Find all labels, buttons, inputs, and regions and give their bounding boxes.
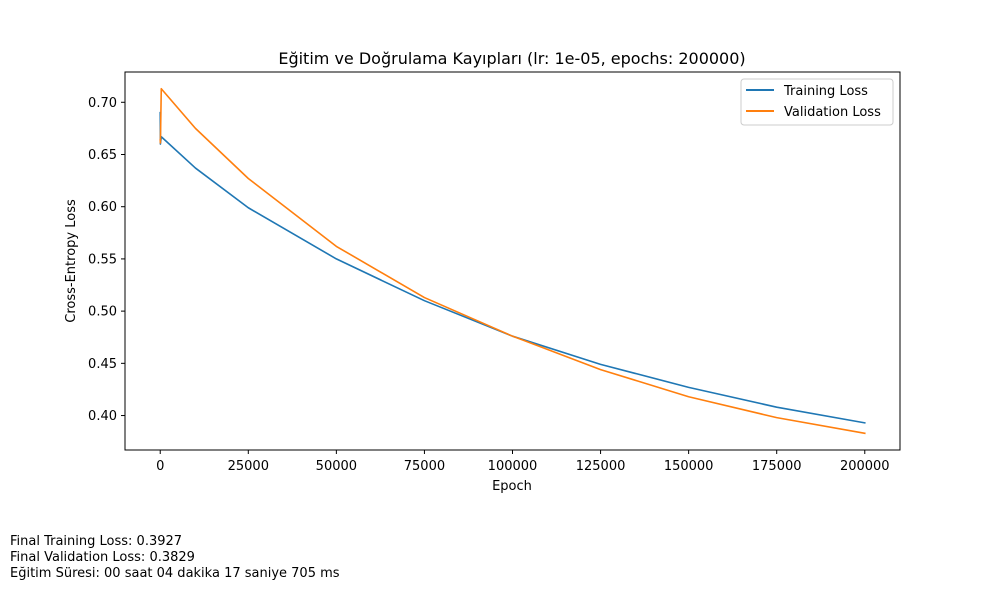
final-training-loss-text: Final Training Loss: 0.3927 — [10, 534, 183, 549]
y-tick-label: 0.45 — [88, 357, 117, 372]
x-tick-label: 150000 — [664, 459, 714, 474]
x-axis: 0 25000 50000 75000 100000 125000 150000 175000… — [156, 450, 890, 474]
x-axis-label: Epoch — [492, 479, 532, 494]
legend-label-validation: Validation Loss — [784, 105, 881, 120]
x-tick-label: 25000 — [228, 459, 269, 474]
x-tick-label: 50000 — [316, 459, 357, 474]
y-tick-label: 0.65 — [88, 148, 117, 163]
x-tick-label: 125000 — [576, 459, 626, 474]
x-tick-label: 175000 — [752, 459, 802, 474]
legend-box — [740, 78, 894, 126]
final-validation-loss-text: Final Validation Loss: 0.3829 — [10, 550, 195, 565]
x-tick-label: 200000 — [840, 459, 890, 474]
training-duration-text: Eğitim Süresi: 00 saat 04 dakika 17 sani… — [10, 566, 340, 581]
legend-label-training: Training Loss — [783, 84, 868, 99]
x-tick-label: 75000 — [404, 459, 445, 474]
series-layer — [159, 87, 866, 435]
x-tick-label: 0 — [156, 459, 164, 474]
y-tick-label: 0.40 — [88, 409, 117, 424]
series-line-0 — [159, 111, 866, 424]
plot-frame — [124, 71, 901, 451]
legend: Training Loss Validation Loss — [740, 78, 894, 126]
y-axis-label: Cross-Entropy Loss — [64, 199, 79, 323]
y-tick-label: 0.50 — [88, 305, 117, 320]
x-tick-label: 100000 — [488, 459, 538, 474]
y-tick-label: 0.55 — [88, 252, 117, 267]
series-line-1 — [159, 87, 866, 435]
y-axis: 0.40 0.45 0.50 0.55 0.60 0.65 0.70 — [88, 96, 125, 424]
chart-title: Eğitim ve Doğrulama Kayıpları (lr: 1e-05… — [278, 49, 745, 68]
y-tick-label: 0.70 — [88, 96, 117, 111]
y-tick-label: 0.60 — [88, 200, 117, 215]
